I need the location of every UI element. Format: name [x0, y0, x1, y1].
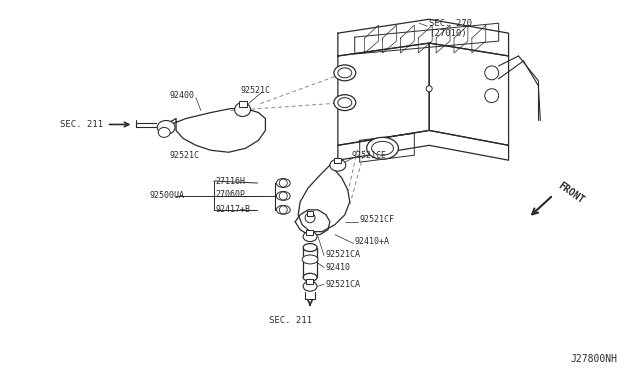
Ellipse shape — [235, 103, 250, 116]
Circle shape — [279, 179, 287, 187]
Ellipse shape — [338, 98, 352, 108]
Ellipse shape — [338, 68, 352, 78]
Text: (27010): (27010) — [429, 29, 467, 38]
Text: SEC. 270: SEC. 270 — [429, 19, 472, 28]
Text: 27060P: 27060P — [216, 190, 246, 199]
Text: FRONT: FRONT — [556, 180, 586, 205]
Circle shape — [484, 66, 499, 80]
Circle shape — [426, 86, 432, 92]
Ellipse shape — [158, 128, 170, 137]
Text: J27800NH: J27800NH — [571, 354, 618, 364]
FancyBboxPatch shape — [307, 211, 313, 216]
Circle shape — [484, 89, 499, 103]
Ellipse shape — [302, 255, 318, 264]
Text: 92521CA: 92521CA — [326, 250, 361, 259]
Text: 92521CF: 92521CF — [360, 215, 395, 224]
Ellipse shape — [303, 281, 317, 291]
Text: 92521C: 92521C — [169, 151, 199, 160]
Text: 92521C: 92521C — [241, 86, 271, 95]
Circle shape — [279, 206, 287, 214]
Ellipse shape — [303, 232, 317, 241]
Text: 92500UA: 92500UA — [149, 192, 184, 201]
Text: 27116H: 27116H — [216, 177, 246, 186]
Ellipse shape — [303, 273, 317, 281]
FancyBboxPatch shape — [306, 230, 313, 235]
Ellipse shape — [303, 244, 317, 251]
Text: 92410+A: 92410+A — [355, 237, 390, 246]
Ellipse shape — [372, 141, 394, 155]
Text: 92521CA: 92521CA — [326, 280, 361, 289]
Ellipse shape — [334, 65, 356, 81]
FancyBboxPatch shape — [239, 101, 246, 107]
Ellipse shape — [330, 159, 346, 171]
Ellipse shape — [367, 137, 399, 159]
Ellipse shape — [157, 121, 175, 134]
Text: SEC. 211: SEC. 211 — [269, 317, 312, 326]
Ellipse shape — [334, 95, 356, 110]
Text: 92400: 92400 — [169, 91, 194, 100]
Circle shape — [279, 192, 287, 200]
Text: 92417+B: 92417+B — [216, 205, 251, 214]
Text: SEC. 211: SEC. 211 — [60, 120, 103, 129]
Text: 92410: 92410 — [326, 263, 351, 272]
Ellipse shape — [276, 179, 290, 187]
Ellipse shape — [276, 205, 290, 214]
FancyBboxPatch shape — [334, 158, 341, 163]
FancyBboxPatch shape — [306, 279, 313, 284]
Ellipse shape — [276, 192, 290, 201]
Circle shape — [305, 213, 315, 223]
Text: 92521CE: 92521CE — [352, 151, 387, 160]
